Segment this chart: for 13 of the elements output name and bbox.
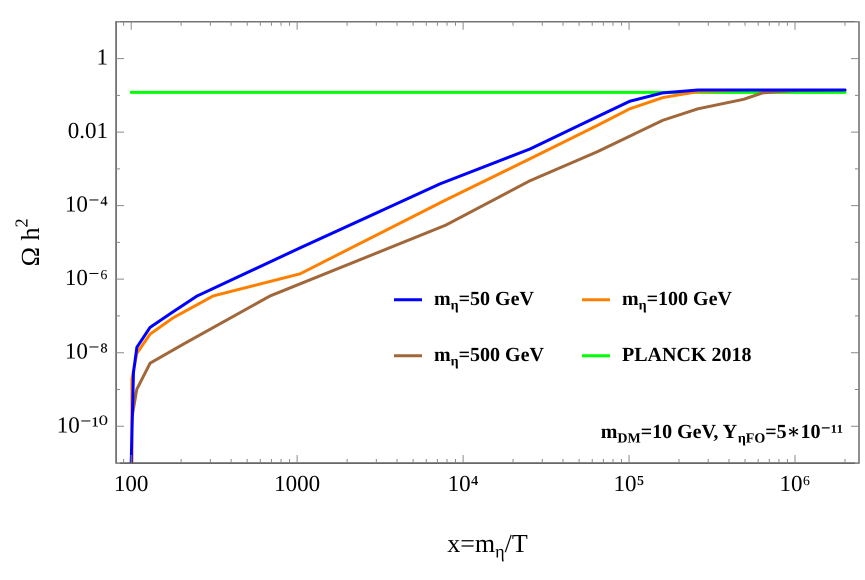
y-tick-label: 10⁻⁴ [64, 192, 108, 217]
y-axis-title: Ω h2 [12, 218, 45, 266]
x-tick-label: 1000 [274, 470, 320, 496]
y-tick-label: 0.01 [68, 118, 108, 144]
y-tick-label: 1 [96, 44, 108, 70]
y-tick-label: 10⁻⁶ [64, 265, 108, 290]
x-tick-label: 10⁶ [779, 470, 811, 496]
legend-label: PLANCK 2018 [622, 344, 752, 366]
y-tick-label: 10⁻¹⁰ [56, 412, 108, 438]
x-tick-label: 10⁵ [614, 470, 645, 496]
y-tick-label: 10⁻⁸ [64, 338, 108, 364]
x-tick-label: 100 [114, 470, 148, 496]
x-tick-label: 10⁴ [448, 470, 479, 496]
